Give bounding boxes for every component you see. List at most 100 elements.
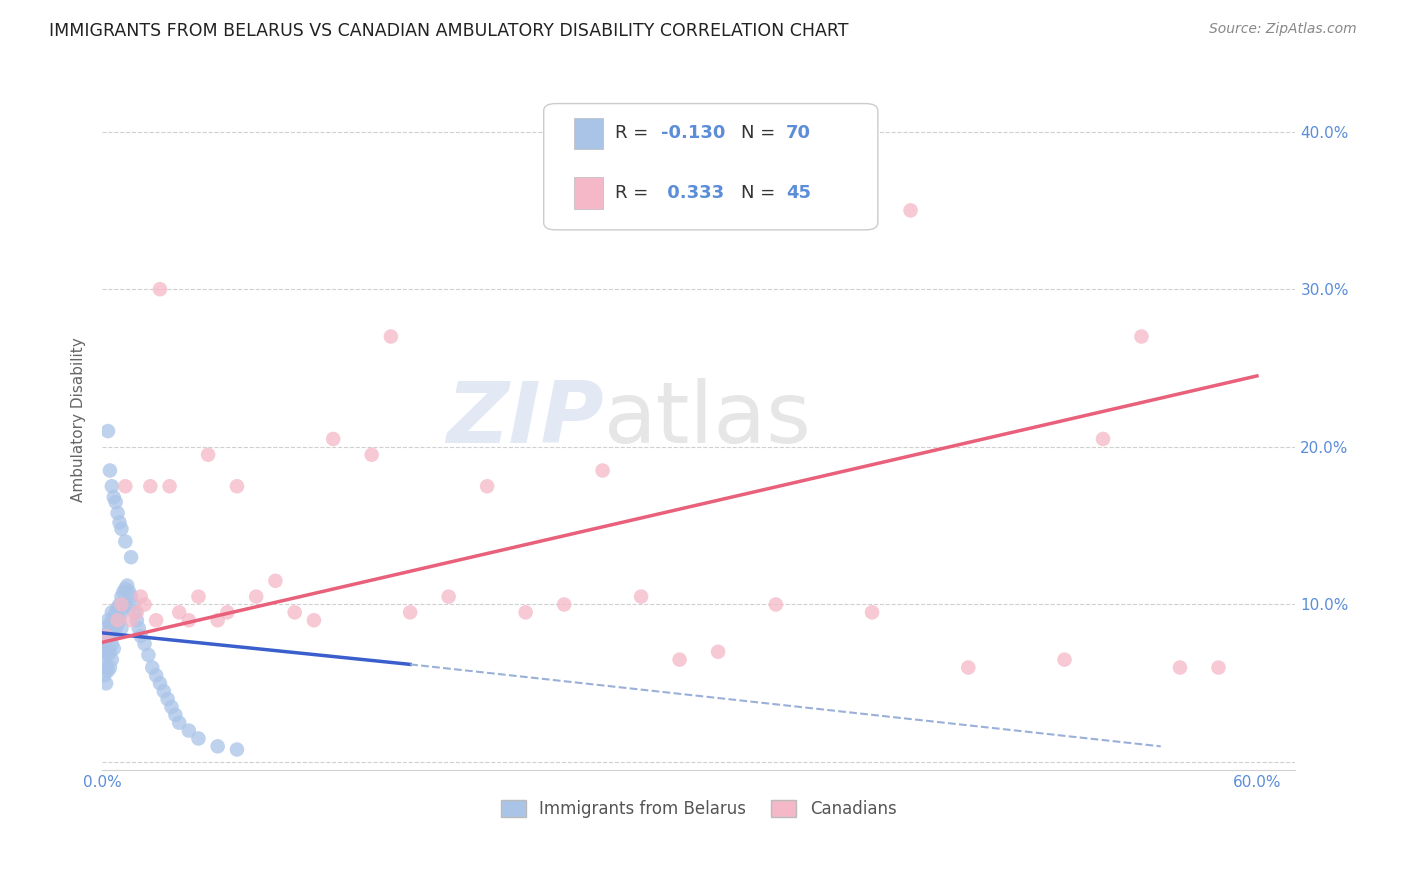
Point	[165, 707, 187, 722]
Point	[97, 664, 120, 678]
Point	[120, 590, 142, 604]
Point	[110, 598, 132, 612]
Point	[128, 621, 150, 635]
Point	[129, 590, 152, 604]
Point	[101, 653, 124, 667]
Point	[124, 606, 146, 620]
Point	[360, 448, 382, 462]
Point	[149, 282, 172, 296]
Point	[108, 598, 131, 612]
Point	[107, 600, 129, 615]
Point	[107, 616, 129, 631]
Point	[145, 668, 167, 682]
Point	[380, 329, 402, 343]
Point	[98, 645, 121, 659]
Point	[94, 641, 117, 656]
Text: atlas: atlas	[603, 377, 811, 461]
Point	[108, 516, 131, 530]
Point	[94, 676, 117, 690]
Point	[592, 463, 614, 477]
Point	[107, 613, 129, 627]
Point	[93, 653, 115, 667]
Point	[103, 490, 125, 504]
Point	[245, 590, 267, 604]
Point	[98, 463, 121, 477]
Point	[475, 479, 498, 493]
Point	[765, 598, 787, 612]
Point	[217, 606, 239, 620]
Point	[707, 645, 730, 659]
Text: N =: N =	[741, 124, 780, 143]
Point	[139, 479, 162, 493]
Point	[226, 742, 249, 756]
Point	[93, 645, 115, 659]
Point	[187, 731, 209, 746]
Point	[101, 606, 124, 620]
Point	[107, 506, 129, 520]
Point	[98, 660, 121, 674]
Point	[515, 606, 537, 620]
Point	[112, 600, 135, 615]
Text: -0.130: -0.130	[661, 124, 725, 143]
Point	[177, 723, 200, 738]
Point	[114, 582, 136, 596]
Text: N =: N =	[741, 184, 780, 202]
Point	[134, 598, 156, 612]
Point	[101, 637, 124, 651]
Point	[302, 613, 325, 627]
Point	[322, 432, 344, 446]
Point	[104, 606, 127, 620]
Point	[93, 637, 115, 651]
FancyBboxPatch shape	[544, 103, 877, 230]
Point	[437, 590, 460, 604]
Point	[122, 598, 145, 612]
Point	[167, 606, 190, 620]
Point	[104, 621, 127, 635]
Y-axis label: Ambulatory Disability: Ambulatory Disability	[72, 337, 86, 501]
Point	[156, 692, 179, 706]
Point	[177, 613, 200, 627]
Point	[167, 715, 190, 730]
Point	[399, 606, 422, 620]
Point	[125, 613, 148, 627]
Point	[153, 684, 176, 698]
Point	[149, 676, 172, 690]
Point	[94, 660, 117, 674]
Point	[284, 606, 307, 620]
Point	[104, 495, 127, 509]
Point	[630, 590, 652, 604]
Point	[94, 632, 117, 647]
Point	[1208, 660, 1230, 674]
Text: ZIP: ZIP	[446, 377, 603, 461]
FancyBboxPatch shape	[574, 178, 603, 209]
Point	[97, 648, 120, 662]
Point	[114, 479, 136, 493]
Point	[110, 606, 132, 620]
Point	[97, 613, 120, 627]
Point	[114, 598, 136, 612]
Point	[97, 625, 120, 640]
Point	[103, 610, 125, 624]
Point	[125, 606, 148, 620]
Point	[112, 585, 135, 599]
Point	[94, 629, 117, 643]
Point	[264, 574, 287, 588]
Point	[1168, 660, 1191, 674]
Point	[957, 660, 980, 674]
Point	[98, 629, 121, 643]
Point	[207, 739, 229, 754]
Point	[110, 621, 132, 635]
Point	[94, 621, 117, 635]
Point	[860, 606, 883, 620]
Point	[120, 613, 142, 627]
Point	[141, 660, 163, 674]
Point	[120, 550, 142, 565]
Point	[115, 578, 138, 592]
Point	[668, 653, 690, 667]
Text: IMMIGRANTS FROM BELARUS VS CANADIAN AMBULATORY DISABILITY CORRELATION CHART: IMMIGRANTS FROM BELARUS VS CANADIAN AMBU…	[49, 22, 849, 40]
Point	[145, 613, 167, 627]
Legend: Immigrants from Belarus, Canadians: Immigrants from Belarus, Canadians	[495, 793, 903, 825]
Text: Source: ZipAtlas.com: Source: ZipAtlas.com	[1209, 22, 1357, 37]
Point	[159, 479, 181, 493]
Point	[103, 641, 125, 656]
